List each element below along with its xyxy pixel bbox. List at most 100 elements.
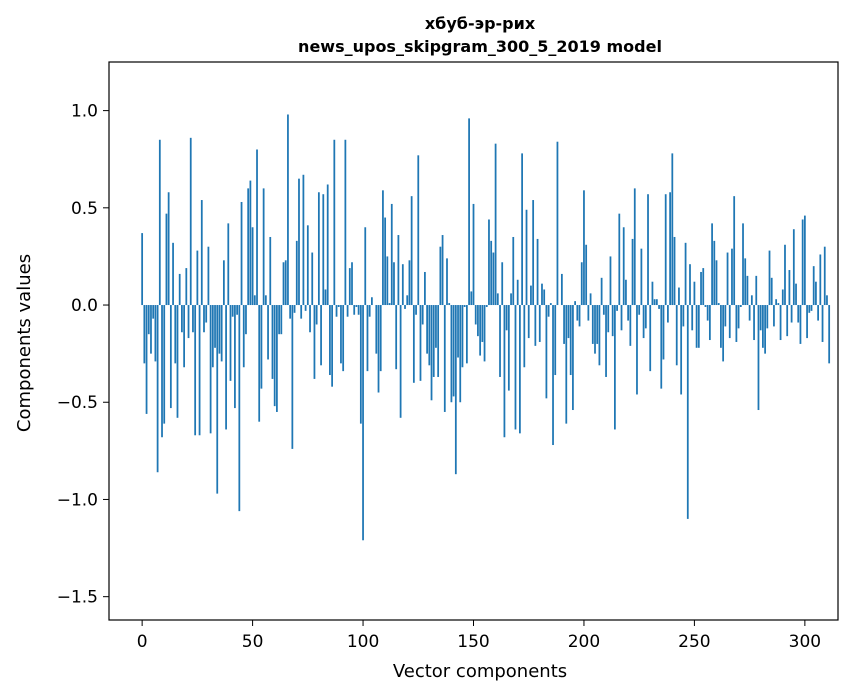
bar xyxy=(161,305,163,438)
bar xyxy=(273,305,276,407)
x-axis-label: Vector components xyxy=(393,661,567,682)
bar xyxy=(611,305,614,337)
bar xyxy=(797,305,800,323)
bar xyxy=(468,118,470,306)
bar xyxy=(240,201,243,306)
bar xyxy=(435,305,437,348)
bar xyxy=(724,305,727,327)
bar xyxy=(311,252,314,306)
bar xyxy=(669,192,671,306)
bar xyxy=(227,223,230,306)
bar xyxy=(335,305,338,317)
bar xyxy=(211,305,214,368)
bar xyxy=(803,215,806,306)
bar xyxy=(569,305,572,376)
bar xyxy=(589,293,592,306)
bar xyxy=(706,305,709,321)
bar xyxy=(209,305,212,434)
bar xyxy=(156,305,159,473)
bar xyxy=(465,305,468,364)
bar xyxy=(826,295,828,306)
bar xyxy=(141,233,144,306)
bar xyxy=(728,305,731,339)
chart-title-line1: хбуб-эр-рих xyxy=(425,14,536,33)
bar xyxy=(165,213,168,306)
bar xyxy=(788,270,791,306)
bar xyxy=(174,305,177,364)
bar xyxy=(337,305,340,307)
bar xyxy=(441,235,444,306)
bar xyxy=(521,153,523,306)
bar xyxy=(629,305,632,346)
bar xyxy=(739,305,742,307)
y-tick-label: −0.5 xyxy=(57,393,98,413)
bar xyxy=(450,305,453,403)
bar xyxy=(711,223,713,306)
bar xyxy=(512,236,515,306)
bar xyxy=(587,305,590,321)
bar xyxy=(525,209,528,306)
bar xyxy=(753,305,755,341)
bar xyxy=(300,305,303,319)
bar xyxy=(395,305,398,370)
bar xyxy=(762,305,764,348)
bar xyxy=(682,305,685,327)
bar xyxy=(768,250,771,306)
bar xyxy=(530,285,532,306)
bar xyxy=(397,235,400,306)
bar xyxy=(742,223,744,306)
bar xyxy=(585,244,588,306)
bar xyxy=(399,305,402,418)
bar xyxy=(229,305,232,381)
bar xyxy=(183,305,185,368)
bar xyxy=(598,305,601,366)
bar xyxy=(150,305,152,354)
bar xyxy=(563,305,565,344)
y-tick-label: −1.5 xyxy=(57,588,98,608)
bar xyxy=(326,184,329,306)
bar xyxy=(766,305,769,329)
y-tick-label: 0.5 xyxy=(71,199,98,219)
bar xyxy=(452,305,455,397)
bar xyxy=(532,200,535,306)
bar xyxy=(501,262,504,306)
bar xyxy=(348,268,351,306)
bar xyxy=(731,248,733,306)
bar xyxy=(167,192,170,306)
bar xyxy=(388,303,391,306)
y-tick-label: −1.0 xyxy=(57,490,98,510)
bar xyxy=(735,305,738,342)
bar xyxy=(203,305,205,333)
bar xyxy=(715,260,718,306)
bar xyxy=(536,238,539,306)
bar xyxy=(238,305,241,512)
bar xyxy=(700,271,702,306)
bar xyxy=(172,242,174,306)
bar xyxy=(572,305,574,411)
bar xyxy=(459,305,462,403)
bar xyxy=(181,305,183,333)
bar xyxy=(722,305,725,362)
bar xyxy=(474,305,477,325)
bar xyxy=(717,303,720,306)
bar xyxy=(295,240,298,306)
bar xyxy=(527,305,530,339)
bar xyxy=(315,305,318,325)
bar xyxy=(443,305,446,412)
bar xyxy=(185,268,188,306)
bar xyxy=(812,266,815,306)
bar xyxy=(426,305,428,354)
bar xyxy=(554,305,557,376)
bar xyxy=(748,305,751,321)
bar xyxy=(578,305,581,327)
bar xyxy=(320,305,322,366)
bar xyxy=(567,305,570,339)
bar xyxy=(368,305,371,317)
bar xyxy=(662,305,665,360)
bar xyxy=(419,305,422,381)
bar xyxy=(192,305,194,333)
bar xyxy=(726,252,729,306)
bar xyxy=(642,305,645,339)
bar xyxy=(412,305,415,383)
